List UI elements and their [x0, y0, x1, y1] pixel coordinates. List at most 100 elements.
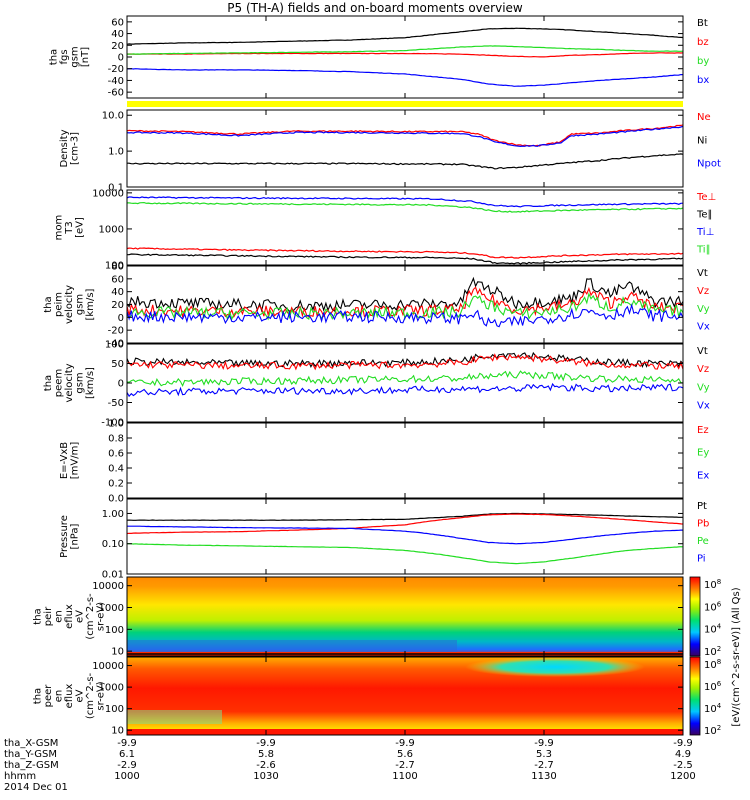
- peim_velocity-ylabel: gsm: [75, 294, 86, 315]
- density-ytick-label: 0.1: [108, 183, 124, 194]
- density-ytick-label: 1.0: [108, 147, 124, 158]
- peem_velocity-series-3: [126, 382, 684, 398]
- efield-ytick-label: 0.4: [108, 464, 124, 475]
- peer_eflux-ylabel: (cm^2-s-: [85, 672, 96, 719]
- col0-hhmm: 1000: [114, 771, 140, 782]
- peim_velocity-ytick-label: -40: [108, 339, 124, 350]
- peem_velocity-series-2: [126, 370, 684, 388]
- fgs-series-3: [126, 68, 683, 87]
- footer-row-z: tha_Z-GSM: [4, 760, 59, 771]
- pressure-legend-Pb: Pb: [697, 518, 709, 529]
- peem_velocity-ytick-label: -100: [101, 418, 124, 429]
- col1-hhmm: 1030: [253, 771, 279, 782]
- ion-spectrogram: [127, 577, 683, 656]
- fgs-series-0: [126, 27, 684, 45]
- peir_eflux-ytick-label: 10: [111, 647, 124, 658]
- colorbar-tick-label: 104: [704, 623, 722, 636]
- colorbar-0: [689, 576, 701, 657]
- peem_velocity-ytick-label: 0: [118, 379, 124, 390]
- peem_velocity-legend-Vz: Vz: [697, 364, 709, 375]
- pressure-legend-Pt: Pt: [697, 501, 707, 512]
- peer_eflux-ylabel: en: [54, 690, 65, 703]
- temperature-series-0: [126, 196, 684, 208]
- pressure-ytick-label: 1.00: [102, 509, 124, 520]
- efield-ytick-label: 0.6: [108, 449, 124, 460]
- temperature-legend-Te⊥: Te⊥: [696, 192, 716, 203]
- peer_eflux-ytick-label: 10000: [92, 661, 124, 672]
- footer-row-x: tha_X-GSM: [4, 738, 59, 749]
- col2-y: 5.6: [397, 749, 413, 760]
- fgs-series-1: [127, 52, 684, 58]
- peim_velocity-ylabel: peim: [54, 292, 65, 317]
- peir_eflux-ylabel: eV: [75, 610, 86, 623]
- peer_eflux-ytick-label: 100: [105, 704, 124, 715]
- temperature-series-3: [127, 253, 684, 265]
- fgs-ylabel: gsm: [69, 46, 80, 67]
- pressure-legend-Pe: Pe: [697, 536, 709, 547]
- density-series-0: [126, 124, 684, 147]
- peim_velocity-ytick-label: 20: [111, 300, 124, 311]
- peir_eflux-ylabel: sr-eV): [96, 602, 107, 631]
- peer_eflux-ylabel: eflux: [64, 684, 75, 709]
- efield-legend-Ey: Ey: [697, 448, 709, 459]
- fgs-legend-bz: bz: [697, 37, 709, 48]
- peem_velocity-frame: [126, 343, 684, 423]
- peim_velocity-legend-Vt: Vt: [697, 268, 708, 279]
- fgs-ytick-label: 40: [111, 29, 124, 40]
- peem_velocity-series-1: [126, 353, 684, 371]
- temperature-legend-Te∥: Te∥: [696, 209, 713, 220]
- footer-row-hhmm: hhmm: [4, 771, 37, 782]
- col3-hhmm: 1130: [531, 771, 557, 782]
- efield-ytick-label: 0.0: [108, 494, 124, 505]
- colorbar-tick-label: 106: [704, 600, 722, 613]
- peim_velocity-ytick-label: 80: [111, 262, 124, 273]
- fgs-legend-Bt: Bt: [697, 18, 708, 29]
- peir_eflux-ytick-label: 1000: [99, 603, 124, 614]
- temperature-series-1: [127, 201, 684, 213]
- peim_velocity-series-1: [126, 286, 684, 319]
- density-ylabel: [cm-3]: [69, 132, 80, 165]
- efield-legend-Ez: Ez: [697, 425, 709, 436]
- pressure-ytick-label: 0.01: [102, 570, 124, 581]
- col3-y: 5.3: [536, 749, 552, 760]
- colorbar-tick-label: 108: [704, 578, 721, 591]
- peem_velocity-legend-Vt: Vt: [697, 346, 708, 357]
- peir_eflux-ytick-label: 100: [105, 625, 124, 636]
- peim_velocity-ytick-label: 60: [111, 274, 124, 285]
- peir_eflux-ytick-label: 10000: [92, 581, 124, 592]
- fgs-legend-by: by: [697, 56, 709, 67]
- col4-hhmm: 1200: [670, 771, 696, 782]
- footer-date: 2014 Dec 01: [4, 782, 68, 793]
- colorbar-label: [eV/(cm^2-s-sr-eV)] (All Qs): [731, 587, 742, 726]
- peir_eflux-ylabel: (cm^2-s-: [85, 593, 96, 640]
- peer_eflux-ylabel: peer: [43, 684, 54, 708]
- peim_velocity-series-0: [126, 276, 684, 313]
- peem_velocity-ylabel: [km/s]: [85, 367, 96, 399]
- efield-ytick-label: 0.2: [108, 479, 124, 490]
- fgs-ylabel: tha: [48, 49, 59, 65]
- peim_velocity-ytick-label: -20: [108, 326, 124, 337]
- peem_velocity-ylabel: velocity: [64, 363, 75, 402]
- peim_velocity-ytick-label: 40: [111, 287, 124, 298]
- fgs-ytick-label: 0: [118, 53, 124, 64]
- peim_velocity-ylabel: [km/s]: [85, 288, 96, 320]
- col1-y: 5.8: [258, 749, 274, 760]
- peim_velocity-series-3: [126, 303, 684, 328]
- temperature-ylabel: mom: [54, 215, 65, 241]
- col3-z: -2.7: [534, 760, 554, 771]
- density-legend-Ni: Ni: [697, 135, 707, 146]
- peir_eflux-ylabel: eflux: [64, 604, 75, 629]
- fgs-ylabel: fgs: [59, 49, 70, 64]
- fgs-ytick-label: -40: [108, 76, 124, 87]
- temperature-frame: [126, 189, 684, 266]
- temperature-legend-Ti⊥: Ti⊥: [696, 227, 714, 238]
- fgs-ytick-label: -60: [108, 88, 124, 99]
- col1-x: -9.9: [256, 738, 276, 749]
- fgs-ytick-label: 60: [111, 17, 124, 28]
- temperature-ylabel: [eV]: [75, 217, 86, 238]
- pressure-ylabel: [nPa]: [69, 523, 80, 549]
- peer_eflux-ytick-label: 10: [111, 726, 124, 737]
- efield-frame: [126, 422, 684, 499]
- peem_velocity-legend-Vx: Vx: [697, 400, 710, 411]
- fgs-ytick-label: 20: [111, 41, 124, 52]
